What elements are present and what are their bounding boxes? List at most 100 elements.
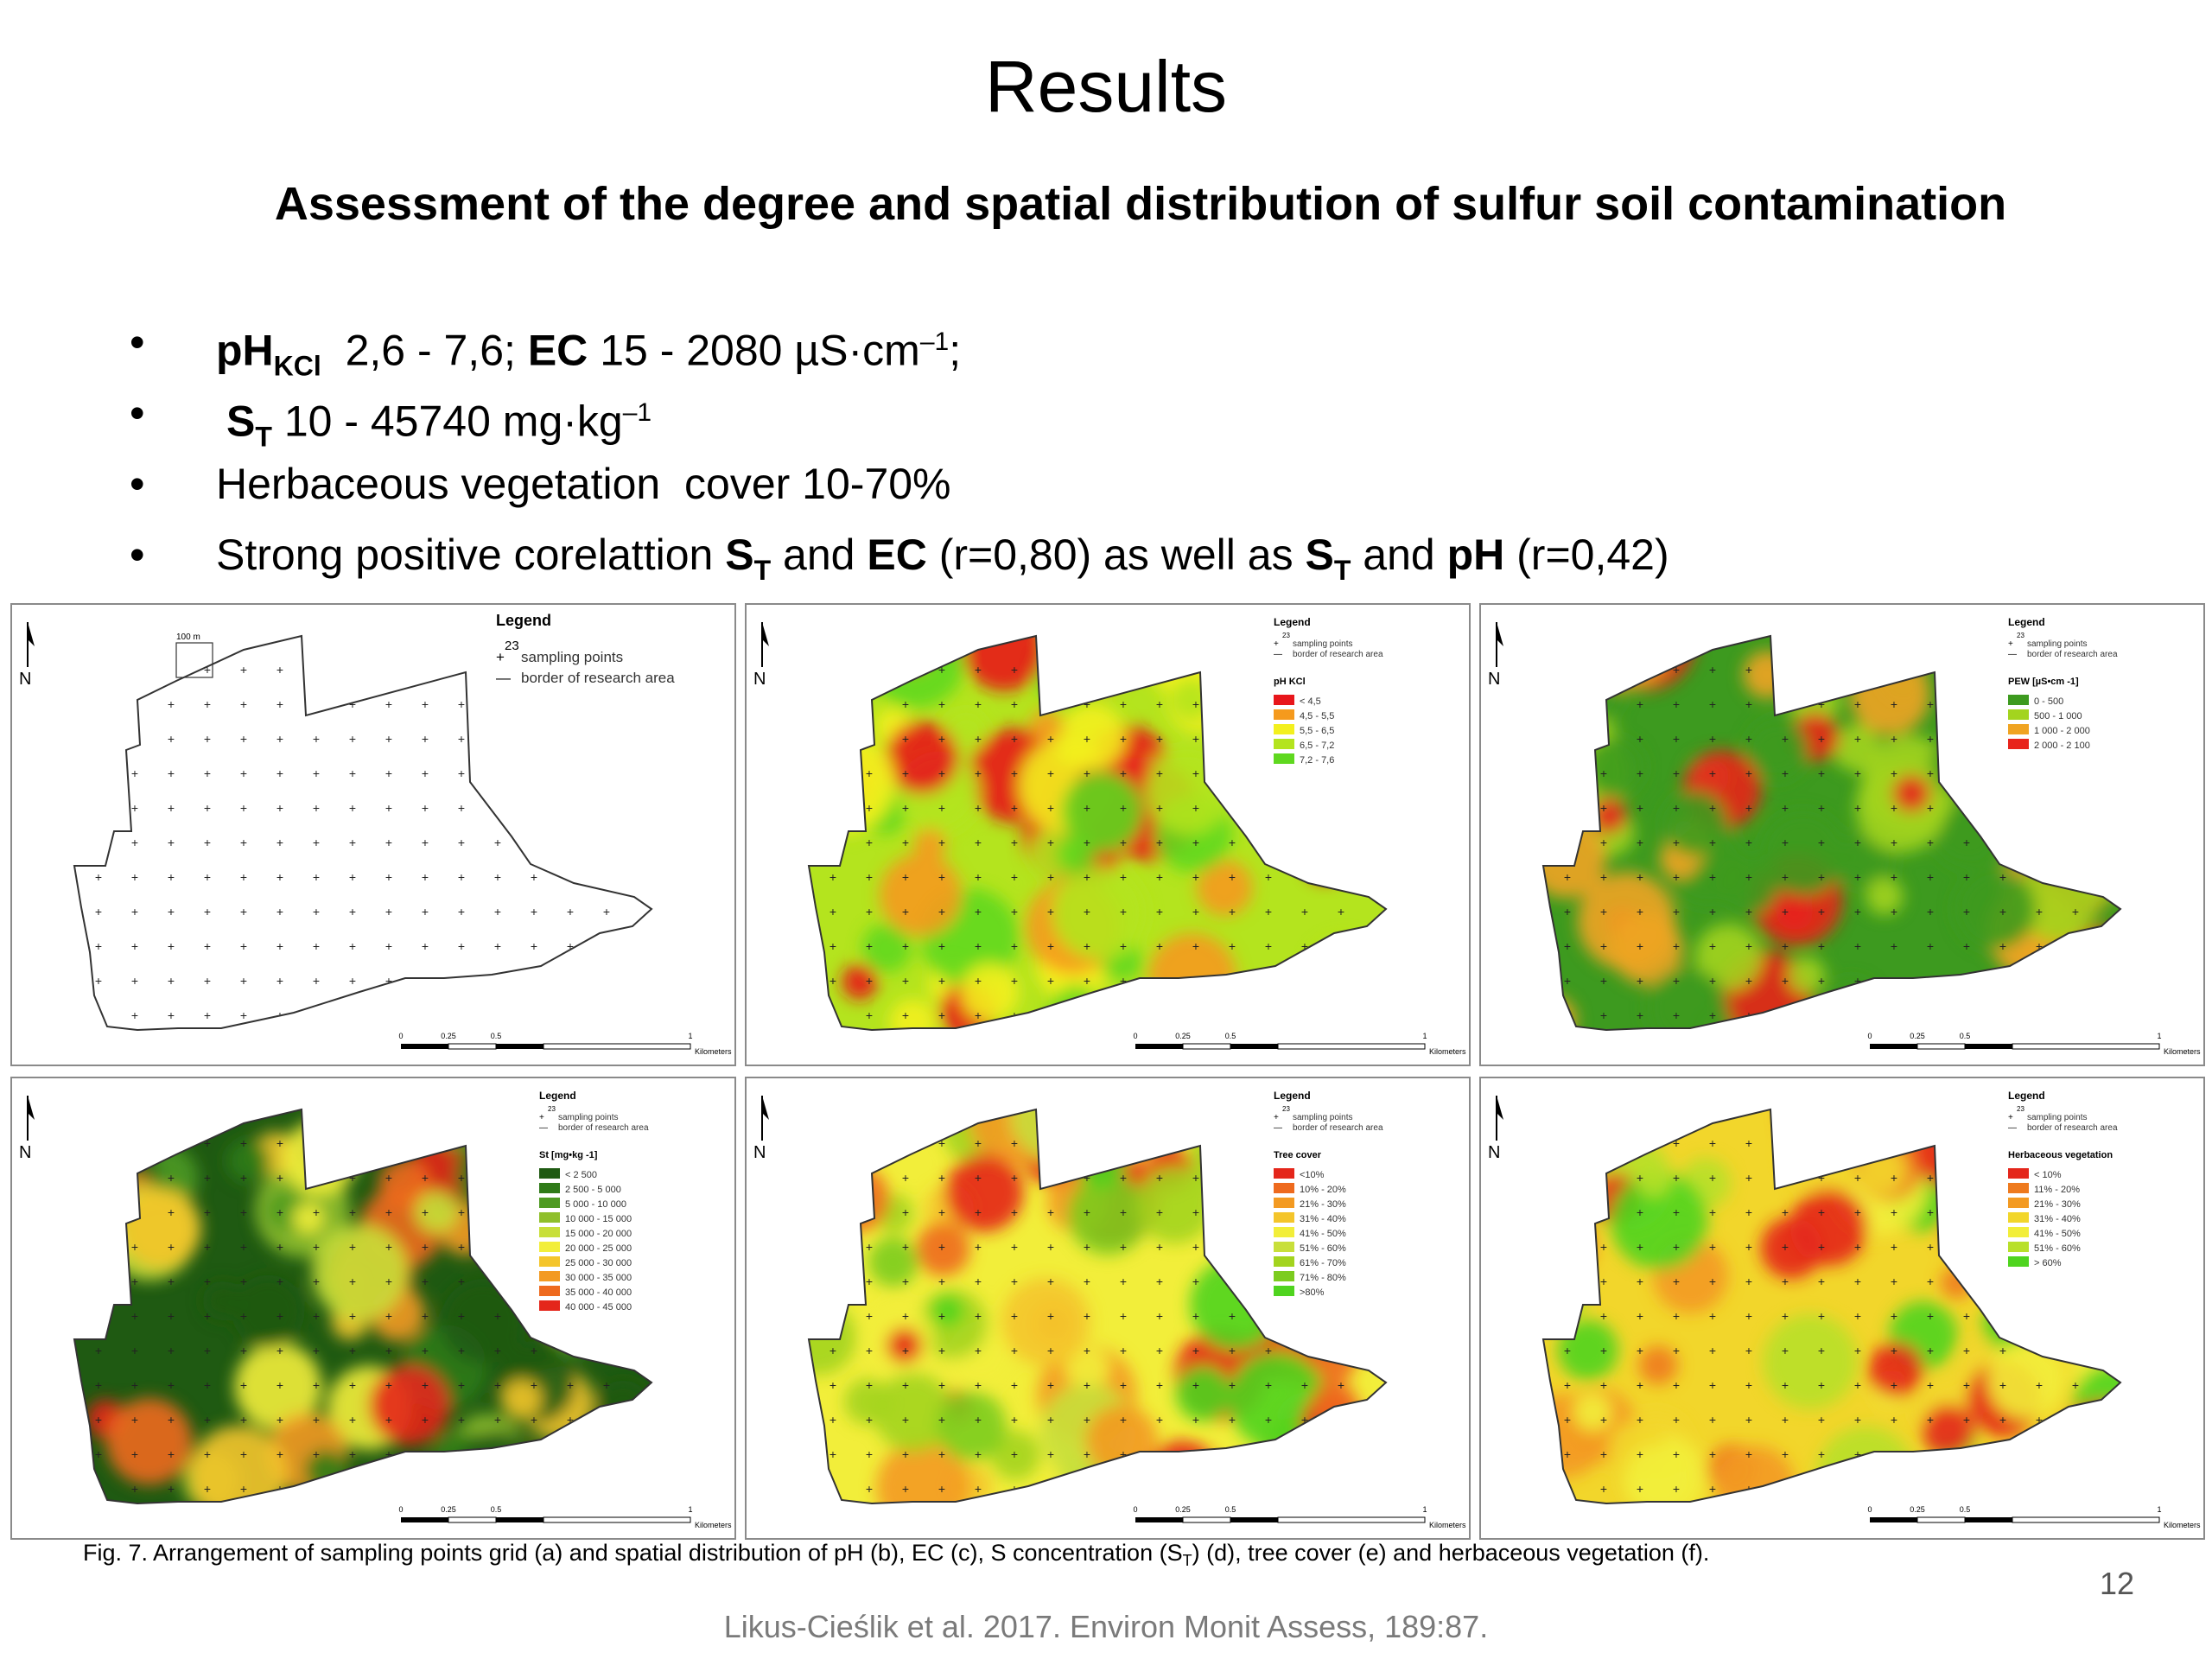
map-class-patch [620, 1478, 652, 1503]
legend-variable: pH KCl [1274, 677, 1306, 687]
legend-class-label: 10% - 20% [1300, 1185, 1346, 1195]
sampling-point: + [204, 766, 211, 780]
sampling-point: + [2036, 1378, 2043, 1392]
map-class-patch [1591, 798, 1627, 834]
sampling-point: + [1745, 1171, 1752, 1185]
sampling-point: + [494, 1447, 501, 1461]
sampling-point: + [866, 1309, 873, 1323]
sampling-point: + [975, 697, 982, 711]
ph-label: pH [216, 326, 274, 375]
sampling-point: + [1854, 1008, 1861, 1022]
sampling-point: + [1818, 974, 1825, 988]
svg-text:N: N [753, 670, 766, 689]
sampling-point: + [240, 1240, 247, 1254]
sampling-point: + [1745, 1205, 1752, 1219]
map-class-patch [1776, 893, 1814, 931]
sampling-point: + [1709, 732, 1716, 746]
map-svg-d: + + + + + + + + + + + + + + + + + + + + + + + + + + + + + + + + + + + + + + + +… [19, 1090, 732, 1529]
sampling-point: + [204, 1309, 211, 1323]
sampling-point: + [975, 1482, 982, 1496]
sampling-point: + [1011, 801, 1018, 815]
sampling-point: + [131, 766, 138, 780]
sampling-point: + [240, 1309, 247, 1323]
sampling-point: + [168, 801, 175, 815]
sampling-point: + [385, 836, 392, 849]
st-superscript: –1 [622, 398, 652, 427]
sampling-point: + [1891, 974, 1897, 988]
legend-title: Legend [496, 612, 551, 629]
sampling-point: + [1600, 663, 1607, 677]
sampling-point: + [1600, 939, 1607, 953]
sampling-point: + [458, 1008, 465, 1022]
legend-class-label: 41% - 50% [2034, 1229, 2081, 1239]
legend-line-symbol: — [496, 670, 511, 686]
map-class-patch [936, 1390, 1007, 1461]
sampling-point: + [1192, 939, 1199, 953]
sampling-point: + [1564, 1413, 1571, 1427]
sampling-point: + [1963, 1008, 1970, 1022]
map-class-patch [1901, 636, 1946, 664]
legend-class-label: 25 000 - 30 000 [565, 1258, 632, 1268]
sampling-point: + [902, 836, 909, 849]
sampling-point: + [531, 1240, 537, 1254]
sampling-point: + [1745, 1309, 1752, 1323]
sampling-point: + [531, 1205, 537, 1219]
legend-line-symbol: — [2008, 1123, 2017, 1133]
sampling-point: + [1745, 732, 1752, 746]
sampling-point: + [1637, 663, 1643, 677]
legend-class-label: <10% [1300, 1170, 1325, 1180]
legend-swatch [1274, 1168, 1294, 1179]
sampling-point: + [276, 1413, 283, 1427]
legend-class-label: 5,5 - 6,5 [1300, 726, 1334, 736]
sampling-point: + [1854, 1378, 1861, 1392]
sampling-point: + [458, 1205, 465, 1219]
sampling-point: + [1963, 974, 1970, 988]
sampling-point: + [1156, 1344, 1163, 1357]
sampling-point: + [494, 697, 501, 711]
sampling-point: + [830, 1274, 836, 1288]
sampling-point: + [567, 836, 574, 849]
scale-label: Kilometers [2164, 1521, 2201, 1529]
sampling-point: + [531, 1482, 537, 1496]
sampling-point: + [975, 905, 982, 918]
sampling-point: + [603, 732, 610, 746]
sampling-point: + [204, 905, 211, 918]
sampling-point: + [276, 766, 283, 780]
scale-label: 0.5 [1225, 1032, 1236, 1040]
sampling-point: + [1854, 1447, 1861, 1461]
sampling-point: + [567, 732, 574, 746]
sampling-point: + [1265, 732, 1272, 746]
sampling-point: + [168, 1344, 175, 1357]
sampling-point: + [975, 1240, 982, 1254]
sampling-point: + [2072, 663, 2079, 677]
ec-end: ; [949, 326, 962, 375]
legend-swatch [2008, 1242, 2029, 1252]
legend-class-label: 31% - 40% [1300, 1214, 1346, 1224]
sampling-point: + [1745, 836, 1752, 849]
sampling-point: + [1600, 1205, 1607, 1219]
sampling-point: + [458, 1413, 465, 1427]
sampling-point: + [1927, 1205, 1934, 1219]
sampling-point: + [902, 801, 909, 815]
sampling-point: + [1229, 1136, 1236, 1150]
sampling-point: + [938, 1482, 945, 1496]
north-arrow-icon: N [19, 1096, 35, 1162]
map-class-patch [823, 1166, 890, 1233]
sampling-point: + [1156, 1309, 1163, 1323]
sampling-point: + [866, 836, 873, 849]
sampling-point: + [1709, 1008, 1716, 1022]
sampling-point: + [1229, 1378, 1236, 1392]
sampling-point: + [1782, 663, 1789, 677]
sampling-point: + [1564, 663, 1571, 677]
sampling-point: + [1673, 663, 1680, 677]
sampling-point: + [95, 905, 102, 918]
legend-swatch [1274, 1286, 1294, 1296]
sampling-point: + [385, 732, 392, 746]
sampling-point: + [458, 1378, 465, 1392]
sampling-point: + [1301, 939, 1308, 953]
sampling-point: + [1047, 663, 1054, 677]
map-class-patch [1306, 936, 1382, 1012]
sampling-point: + [2072, 1378, 2079, 1392]
sampling-point: + [531, 905, 537, 918]
sampling-point: + [603, 939, 610, 953]
